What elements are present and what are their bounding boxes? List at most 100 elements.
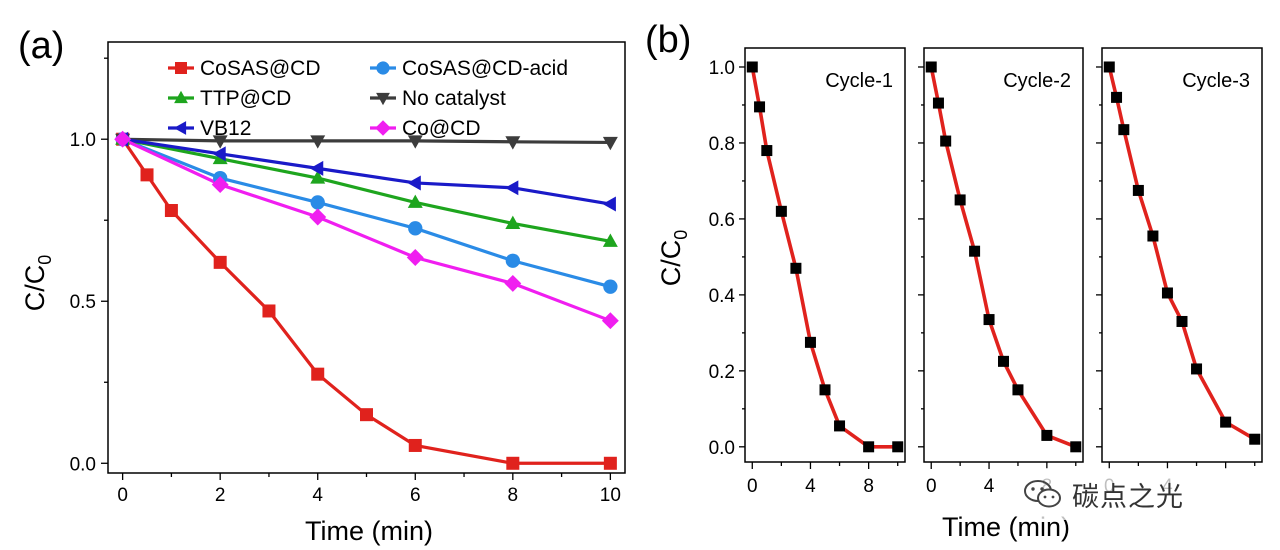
data-point	[602, 233, 618, 247]
y-tick-label: 0.8	[709, 134, 735, 155]
data-point	[506, 456, 520, 470]
legend-marker	[174, 90, 188, 104]
panel-a-ylabel-main: C/C	[20, 265, 50, 312]
y-tick-label: 1.0	[70, 130, 96, 151]
data-point	[1012, 384, 1024, 396]
cycle-line	[1107, 66, 1256, 441]
panel-b-label: (b)	[645, 19, 691, 61]
y-tick-label: 0.4	[709, 286, 736, 307]
panel-a-label: (a)	[18, 25, 64, 67]
y-tick-label: 0.2	[709, 362, 735, 383]
data-point	[407, 175, 421, 191]
y-tick-label: 0.0	[709, 438, 735, 459]
data-point	[360, 408, 373, 422]
panel-a-plot: 0 2 4 6 8 10 0.0 0.5 1.0 CoSAS@CD CoSAS@CD-acid TTP…	[70, 41, 626, 506]
series-line	[122, 137, 611, 243]
data-point	[834, 420, 846, 432]
data-point	[863, 441, 875, 453]
data-point	[311, 367, 325, 381]
data-point	[954, 194, 966, 206]
x-tick-label: 8	[863, 476, 874, 497]
data-point	[1147, 230, 1159, 242]
data-point	[761, 145, 773, 157]
watermark-text: 碳点之光	[1072, 481, 1184, 513]
data-point	[1103, 61, 1115, 73]
legend-marker	[173, 121, 187, 135]
data-point	[407, 135, 423, 149]
legend-label: Co@CD	[402, 117, 481, 140]
legend-marker	[175, 62, 187, 74]
data-point	[1249, 433, 1261, 445]
legend-label: CoSAS@CD-acid	[402, 57, 568, 80]
series-line	[122, 137, 611, 206]
data-point	[932, 97, 944, 109]
series-line	[121, 138, 611, 465]
series-line	[121, 137, 611, 323]
legend-label: CoSAS@CD	[200, 57, 321, 80]
data-point	[309, 208, 327, 226]
panel-a-ylabel: C/C0	[20, 255, 55, 312]
legend-marker	[375, 120, 391, 136]
x-tick-label: 6	[410, 485, 421, 506]
data-point	[754, 101, 766, 113]
data-point	[505, 180, 519, 196]
wechat-icon	[1024, 480, 1061, 508]
data-point	[1220, 416, 1232, 428]
data-point	[408, 221, 423, 236]
legend-label: No catalyst	[402, 87, 506, 110]
panel-a-ylabel-sub: 0	[35, 255, 55, 265]
data-point	[998, 355, 1009, 367]
data-point	[408, 438, 422, 452]
data-point	[309, 160, 324, 176]
legend-marker	[376, 92, 390, 106]
data-point	[983, 314, 995, 326]
panel-a-xlabel: Time (min)	[305, 516, 433, 546]
data-point	[601, 312, 619, 330]
data-point	[775, 205, 787, 217]
y-tick-label: 0.5	[70, 292, 96, 313]
data-point	[790, 262, 802, 274]
panel-b-ylabel-main: C/C	[656, 240, 686, 287]
x-tick-label: 0	[747, 476, 758, 497]
x-tick-label: 0	[926, 476, 937, 497]
data-point	[505, 136, 521, 150]
data-point	[406, 249, 424, 266]
data-point	[1191, 363, 1203, 375]
cycle-label: Cycle-1	[825, 70, 893, 92]
x-tick-label: 4	[312, 485, 323, 506]
data-point	[262, 304, 276, 318]
data-point	[602, 196, 616, 212]
data-point	[310, 170, 326, 184]
data-point	[892, 441, 904, 453]
x-tick-label: 0	[117, 485, 128, 506]
cycle-frame	[1101, 47, 1263, 463]
data-point	[603, 279, 618, 294]
data-point	[211, 176, 229, 194]
data-point	[804, 336, 816, 348]
x-tick-label: 4	[805, 476, 816, 497]
data-point	[212, 146, 226, 162]
series-line	[122, 137, 611, 289]
panel-b-plots: 0.00.20.40.60.81.0048Cycle-1048Cycle-204…	[709, 47, 1263, 497]
x-tick-label: 8	[508, 485, 519, 506]
data-point	[940, 135, 952, 147]
y-tick-label: 0.0	[70, 454, 96, 475]
data-point	[310, 195, 325, 210]
data-point	[1041, 429, 1053, 441]
x-tick-label: 4	[984, 476, 995, 497]
legend-label: TTP@CD	[200, 87, 291, 110]
panel-b-ylabel: C/C0	[656, 230, 691, 287]
cycle-label: Cycle-2	[1003, 70, 1071, 92]
data-point	[505, 253, 520, 268]
data-point	[1161, 287, 1173, 299]
data-point	[746, 61, 758, 73]
panel-b-ylabel-sub: 0	[671, 230, 691, 240]
watermark: 碳点之光	[1022, 468, 1258, 520]
y-tick-label: 1.0	[709, 58, 735, 79]
data-point	[819, 384, 831, 396]
data-point	[140, 168, 154, 182]
legend-marker	[376, 61, 390, 75]
data-point	[164, 204, 178, 218]
cycle-line	[929, 66, 1077, 449]
